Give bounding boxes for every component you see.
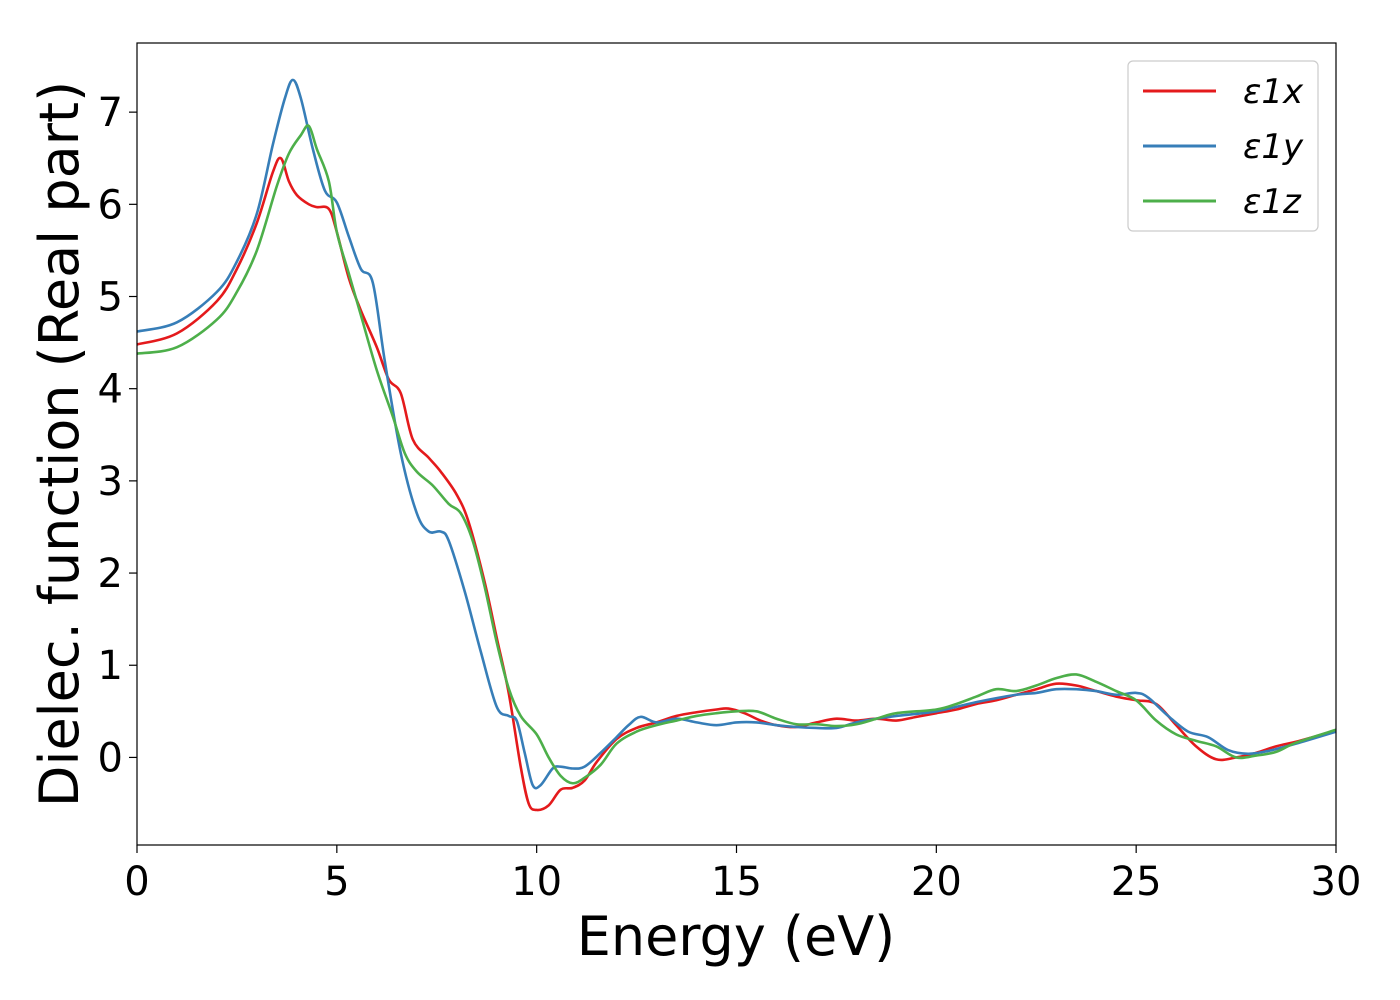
y-tick-label: 0: [98, 735, 123, 781]
y-axis: 0 1 2 3 4 5 6 7: [98, 90, 137, 781]
legend-box: [1127, 60, 1319, 232]
series-line-2: [137, 78, 1336, 790]
legend-label: ε1x: [1243, 72, 1304, 112]
y-tick-label: 1: [98, 643, 123, 689]
x-tick-label: 30: [1311, 859, 1362, 905]
series-line-3: [137, 124, 1336, 785]
y-tick-label: 2: [98, 551, 123, 597]
x-tick-label: 10: [511, 859, 562, 905]
y-tick-label: 4: [98, 367, 123, 413]
series-layer: [137, 78, 1336, 812]
legend: ε1x ε1y ε1z: [1127, 60, 1319, 232]
x-axis: 0 5 10 15 20 25 30: [124, 845, 1361, 905]
y-tick-label: 7: [98, 90, 123, 136]
x-tick-label: 5: [324, 859, 349, 905]
y-tick-label: 5: [98, 275, 123, 321]
legend-label: ε1y: [1243, 127, 1304, 167]
x-tick-label: 15: [711, 859, 762, 905]
x-tick-label: 0: [124, 859, 149, 905]
y-tick-label: 3: [98, 459, 123, 505]
y-tick-label: 6: [98, 182, 123, 228]
legend-label: ε1z: [1243, 182, 1302, 222]
x-axis-label: Energy (eV): [577, 905, 896, 968]
y-axis-label: Dielec. function (Real part): [28, 81, 91, 807]
x-tick-label: 20: [911, 859, 962, 905]
x-tick-label: 25: [1111, 859, 1162, 905]
